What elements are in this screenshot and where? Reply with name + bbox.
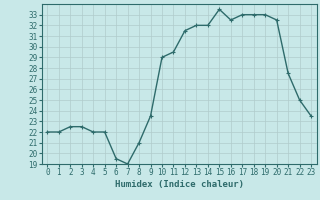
X-axis label: Humidex (Indice chaleur): Humidex (Indice chaleur) — [115, 180, 244, 189]
